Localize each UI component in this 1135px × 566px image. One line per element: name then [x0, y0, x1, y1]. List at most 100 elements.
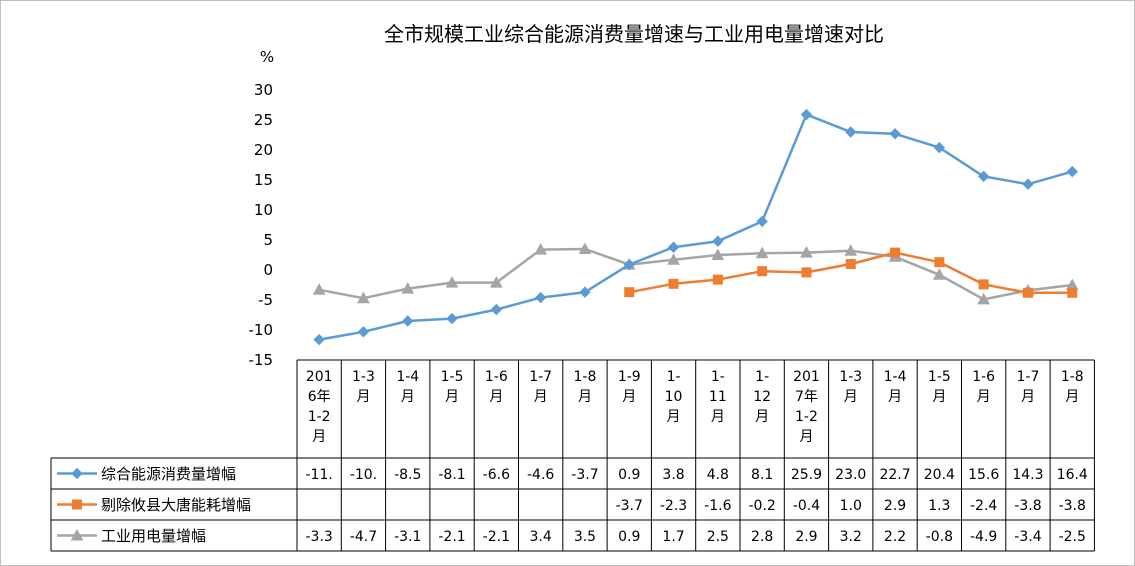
data-point-triangle: [977, 292, 990, 305]
data-point-diamond: [623, 258, 635, 271]
table-cell-value: -0.2: [748, 498, 775, 514]
table-cell-value: -4.9: [970, 529, 997, 545]
x-category-label-line: 月: [445, 389, 459, 405]
y-tick-label: 10: [254, 201, 273, 219]
x-category-label: 1-3 月: [839, 369, 862, 405]
table-cell-value: 3.5: [574, 529, 596, 545]
table-cell-value: 2.5: [707, 529, 729, 545]
x-category-label-line: 201: [793, 369, 820, 385]
data-point-triangle: [312, 283, 326, 295]
legend-label: 综合能源消费量增幅: [101, 465, 236, 483]
y-tick-label: 30: [254, 81, 273, 99]
x-category-label-line: 11: [709, 389, 727, 405]
data-point-diamond: [534, 291, 547, 304]
x-category-label-line: 6年: [308, 389, 331, 405]
x-category-label: 1- 11 月: [709, 369, 727, 425]
data-point-triangle: [933, 268, 946, 280]
data-point-diamond: [933, 141, 946, 154]
table-cell-value: -4.7: [350, 529, 377, 545]
x-category-label: 1-4 月: [396, 369, 419, 405]
y-tick-label: 20: [254, 141, 273, 159]
x-category-label-line: 月: [667, 409, 681, 425]
x-category-label: 1-8 月: [1061, 369, 1084, 405]
x-category-label: 1-8 月: [574, 369, 597, 405]
x-category-label-line: 7年: [795, 389, 818, 405]
table-cell-value: 1.7: [662, 529, 684, 545]
data-point-triangle: [445, 276, 459, 288]
x-category-label-line: 1-7: [1017, 369, 1040, 385]
x-category-label: 1-5 月: [928, 369, 951, 405]
table-cell-value: -2.1: [483, 529, 510, 545]
x-category-label-line: 1-6: [485, 369, 508, 385]
data-point-diamond: [71, 467, 83, 480]
data-point-square: [712, 274, 723, 285]
table-cell-value: -3.7: [616, 498, 643, 514]
table-cell-value: 1.0: [840, 498, 862, 514]
x-category-label: 1-3 月: [352, 369, 375, 405]
series-diamond: [313, 108, 1078, 346]
data-point-diamond: [579, 286, 591, 298]
x-category-label-line: 月: [578, 389, 592, 405]
x-category-label: 1-6 月: [485, 369, 508, 405]
table-cell-value: 2.2: [884, 529, 906, 545]
data-point-triangle: [534, 243, 547, 255]
data-point-diamond: [889, 128, 901, 140]
table-cell-value: -2.3: [660, 498, 687, 514]
x-category-label-line: 月: [356, 389, 370, 405]
data-point-diamond: [1066, 165, 1078, 178]
x-category-label-line: 1-9: [618, 369, 641, 385]
x-category-label-line: 月: [312, 429, 326, 445]
data-point-diamond: [977, 170, 990, 183]
data-point-diamond: [313, 333, 325, 346]
data-point-triangle: [800, 246, 813, 258]
data-point-triangle: [70, 528, 84, 541]
y-tick-label: -15: [249, 351, 274, 369]
table-cell-value: 8.1: [751, 467, 773, 483]
table-cell-value: -2.4: [970, 498, 997, 514]
x-category-label-line: 1-4: [396, 369, 419, 385]
x-category-label-line: 月: [534, 389, 548, 405]
table-cell-value: -8.1: [438, 467, 465, 483]
data-point-square: [668, 278, 679, 289]
y-tick-label: 25: [254, 111, 273, 129]
table-cell-value: 14.3: [1012, 467, 1043, 483]
y-tick-label: 5: [263, 231, 273, 249]
x-category-label-line: 月: [888, 389, 902, 405]
data-point-diamond: [845, 126, 857, 138]
x-category-label-line: 1-7: [529, 369, 552, 385]
data-point-diamond: [712, 235, 724, 247]
data-point-diamond: [402, 315, 414, 327]
table-cell-value: 20.4: [924, 467, 955, 483]
data-point-diamond: [1022, 178, 1034, 190]
x-category-label: 1-7 月: [1017, 369, 1040, 405]
table-cell-value: -3.8: [1014, 498, 1041, 514]
table-cell-value: -8.5: [394, 467, 421, 483]
table-cell-value: 4.8: [707, 467, 729, 483]
x-category-label: 1- 10 月: [665, 369, 683, 425]
x-category-label: 1-6 月: [972, 369, 995, 405]
table-row: 剔除攸县大唐能耗增幅 -3.7 -2.3 -1.6 -0.2 -0.4 1.0 2.9 1.3 -…: [57, 496, 1086, 514]
data-point-triangle: [667, 253, 680, 265]
data-point-square: [624, 287, 635, 298]
table-cell-value: -3.7: [571, 467, 598, 483]
y-tick-label: 0: [263, 261, 273, 279]
x-category-label: 1- 12 月: [753, 369, 771, 425]
table-cell-value: -3.3: [305, 529, 332, 545]
x-category-label-line: 201: [306, 369, 333, 385]
data-table: 综合能源消费量增幅 -11. -10. -8.5 -8.1 -6.6 -4.6 -3.7 0.9…: [57, 465, 1088, 545]
data-point-diamond: [446, 312, 458, 325]
data-point-square: [72, 499, 82, 510]
data-point-square: [757, 266, 768, 277]
series-line: [318, 247, 1073, 301]
series-triangle: [312, 242, 1079, 305]
y-axis: 30 25 20 15 10 5 0 -5 -10 -15: [249, 81, 274, 369]
table-cell-value: 3.8: [662, 467, 684, 483]
table-cell-value: -3.8: [1059, 498, 1086, 514]
x-category-label-line: 1-2: [795, 409, 818, 425]
table-cell-value: -0.8: [926, 529, 953, 545]
table-cell-value: 0.9: [618, 529, 640, 545]
data-point-triangle: [357, 291, 370, 304]
series-square: [624, 247, 1078, 298]
x-category-label-line: 月: [401, 389, 415, 405]
